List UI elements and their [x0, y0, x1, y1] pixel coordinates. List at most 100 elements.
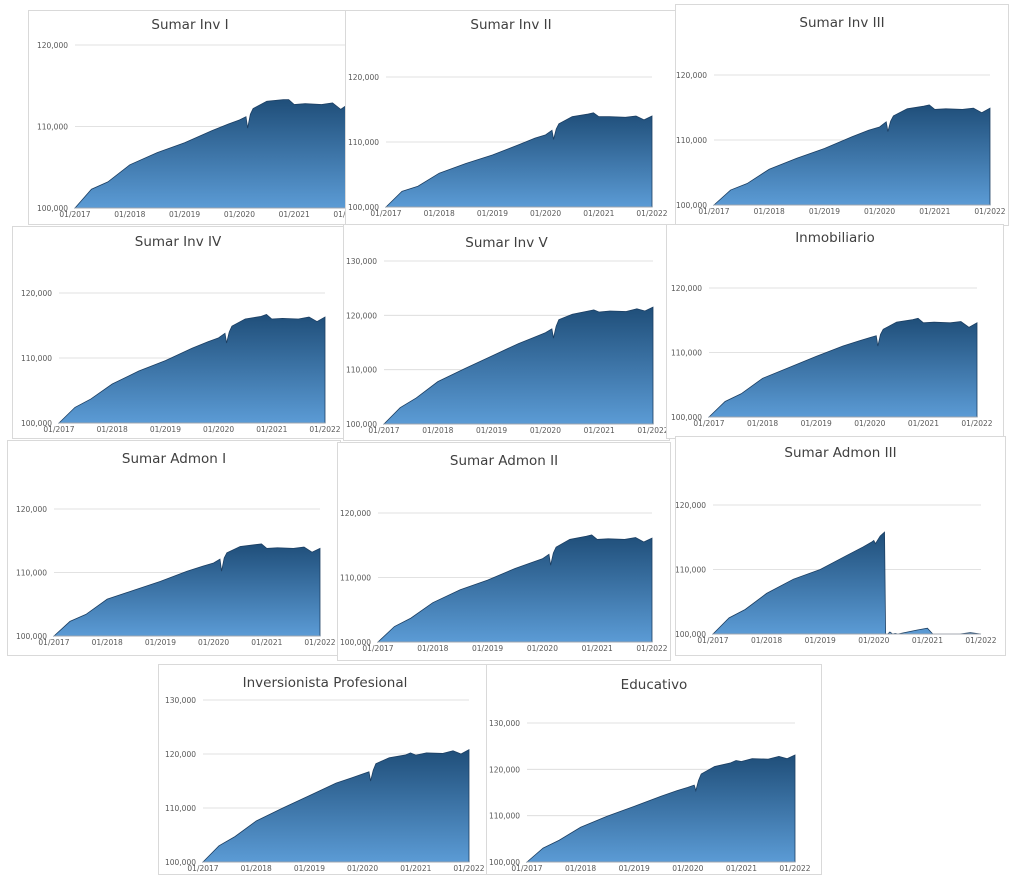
y-tick-label: 100,000 [676, 630, 706, 639]
series-area-sumar-inv-iii [712, 104, 991, 206]
chart-svg: Sumar Inv IV 100,000 110,000 120,000 01/2017… [21, 234, 341, 434]
series-area-sumar-inv-ii [385, 112, 653, 208]
series-area-educativo [525, 754, 796, 863]
chart-title: Inversionista Profesional [243, 675, 408, 691]
x-tick-label: 01/2017 [187, 864, 218, 873]
x-tick-label: 01/2017 [362, 644, 393, 653]
x-tick-label: 01/2022 [453, 864, 484, 873]
chart-svg: Sumar Admon I 100,000 110,000 120,000 01/201… [16, 451, 336, 647]
y-tick-label: 120,000 [676, 71, 707, 80]
x-tick-label: 01/2017 [693, 419, 724, 428]
y-tick-label: 120,000 [165, 750, 196, 759]
x-tick-label: 01/2019 [619, 864, 650, 873]
series-area-sumar-inv-iv [58, 313, 326, 424]
y-tick-label: 100,000 [346, 420, 377, 429]
x-tick-label: 01/2020 [347, 864, 378, 873]
y-tick-label: 120,000 [348, 73, 379, 82]
x-tick-label: 01/2017 [368, 426, 399, 435]
chart-panel-sumar-admon-ii: Sumar Admon II 100,000 110,000 120,000 01/20… [337, 442, 671, 661]
x-tick-label: 01/2018 [241, 864, 272, 873]
x-tick-label: 01/2021 [583, 209, 614, 218]
x-tick-label: 01/2020 [203, 425, 234, 434]
x-tick-label: 01/2017 [38, 638, 69, 647]
y-tick-label: 100,000 [165, 858, 196, 867]
y-tick-label: 100,000 [37, 204, 68, 213]
x-tick-label: 01/2021 [582, 644, 613, 653]
x-tick-label: 01/2017 [511, 864, 542, 873]
series-area-sumar-inv-i [74, 99, 350, 209]
y-tick-label: 120,000 [346, 311, 377, 320]
y-tick-label: 120,000 [16, 505, 47, 514]
chart-title: Sumar Admon III [784, 445, 896, 461]
y-tick-label: 100,000 [16, 632, 47, 641]
y-tick-label: 110,000 [676, 136, 707, 145]
y-tick-label: 110,000 [348, 138, 379, 147]
x-tick-label: 01/2021 [908, 419, 939, 428]
chart-title: Sumar Admon II [450, 453, 558, 469]
x-tick-label: 01/2020 [672, 864, 703, 873]
x-tick-label: 01/2018 [754, 207, 785, 216]
x-tick-label: 01/2019 [472, 644, 503, 653]
chart-svg: Sumar Admon II 100,000 110,000 120,000 01/20… [340, 453, 668, 653]
x-tick-label: 01/2019 [145, 638, 176, 647]
y-tick-label: 120,000 [489, 765, 520, 774]
x-tick-label: 01/2018 [424, 209, 455, 218]
series-area-sumar-admon-i [52, 543, 321, 637]
series-area-inversionista-profesional [202, 749, 470, 863]
x-tick-label: 01/2019 [294, 864, 325, 873]
x-tick-label: 01/2017 [59, 210, 90, 219]
x-tick-label: 01/2019 [476, 426, 507, 435]
chart-title: Sumar Inv III [799, 15, 884, 31]
x-tick-label: 01/2018 [114, 210, 145, 219]
x-tick-label: 01/2020 [198, 638, 229, 647]
x-tick-label: 01/2020 [224, 210, 255, 219]
x-tick-label: 01/2021 [726, 864, 757, 873]
chart-svg: Sumar Inv III 100,000 110,000 120,000 01/201… [676, 15, 1006, 216]
x-tick-label: 01/2021 [912, 636, 943, 645]
y-tick-label: 120,000 [676, 501, 706, 510]
x-tick-label: 01/2020 [527, 644, 558, 653]
x-tick-label: 01/2018 [422, 426, 453, 435]
y-tick-label: 100,000 [489, 858, 520, 867]
x-tick-label: 01/2022 [309, 425, 340, 434]
chart-title: Educativo [621, 677, 688, 693]
y-tick-label: 110,000 [21, 354, 52, 363]
y-tick-label: 100,000 [676, 201, 707, 210]
chart-svg: Sumar Inv V 100,000 110,000 120,000 130,000 0… [346, 235, 669, 435]
chart-panel-sumar-inv-ii: Sumar Inv II 100,000 110,000 120,000 01/2017… [345, 10, 677, 228]
series-area-inmobiliario [708, 317, 978, 418]
y-tick-label: 110,000 [676, 566, 706, 575]
x-tick-label: 01/2019 [169, 210, 200, 219]
chart-title: Sumar Inv I [151, 17, 228, 33]
y-tick-label: 110,000 [346, 366, 377, 375]
chart-panel-sumar-inv-v: Sumar Inv V 100,000 110,000 120,000 130,000 0… [343, 224, 670, 441]
y-tick-label: 100,000 [340, 638, 371, 647]
series-area-sumar-admon-iii [712, 531, 982, 635]
x-tick-label: 01/2018 [92, 638, 123, 647]
chart-panel-educativo: Educativo 100,000 110,000 120,000 130,000 01/… [486, 664, 822, 875]
x-tick-label: 01/2022 [779, 864, 810, 873]
chart-svg: Sumar Inv I 100,000 110,000 120,000 01/2017 0… [37, 17, 351, 219]
chart-svg: Inversionista Profesional 100,000 110,000 1… [165, 675, 485, 873]
chart-panel-sumar-inv-iii: Sumar Inv III 100,000 110,000 120,000 01/201… [675, 4, 1009, 226]
x-tick-label: 01/2021 [584, 426, 615, 435]
x-tick-label: 01/2022 [333, 210, 351, 219]
y-tick-label: 110,000 [671, 349, 702, 358]
x-tick-label: 01/2020 [864, 207, 895, 216]
chart-title: Sumar Admon I [122, 451, 226, 467]
x-tick-label: 01/2021 [256, 425, 287, 434]
y-tick-label: 110,000 [340, 574, 371, 583]
x-tick-label: 01/2017 [698, 207, 729, 216]
y-tick-label: 110,000 [165, 804, 196, 813]
chart-svg: Educativo 100,000 110,000 120,000 130,000 01/… [489, 677, 811, 873]
chart-panel-inversionista-profesional: Inversionista Profesional 100,000 110,000 1… [158, 664, 492, 875]
x-tick-label: 01/2020 [854, 419, 885, 428]
x-tick-label: 01/2022 [965, 636, 996, 645]
x-tick-label: 01/2019 [809, 207, 840, 216]
x-tick-label: 01/2019 [150, 425, 181, 434]
y-tick-label: 120,000 [37, 41, 68, 50]
x-tick-label: 01/2017 [370, 209, 401, 218]
chart-panel-sumar-inv-iv: Sumar Inv IV 100,000 110,000 120,000 01/2017… [12, 226, 344, 439]
chart-svg: Sumar Admon III 100,000 110,000 120,000 01/2… [676, 445, 997, 645]
y-tick-label: 120,000 [671, 284, 702, 293]
